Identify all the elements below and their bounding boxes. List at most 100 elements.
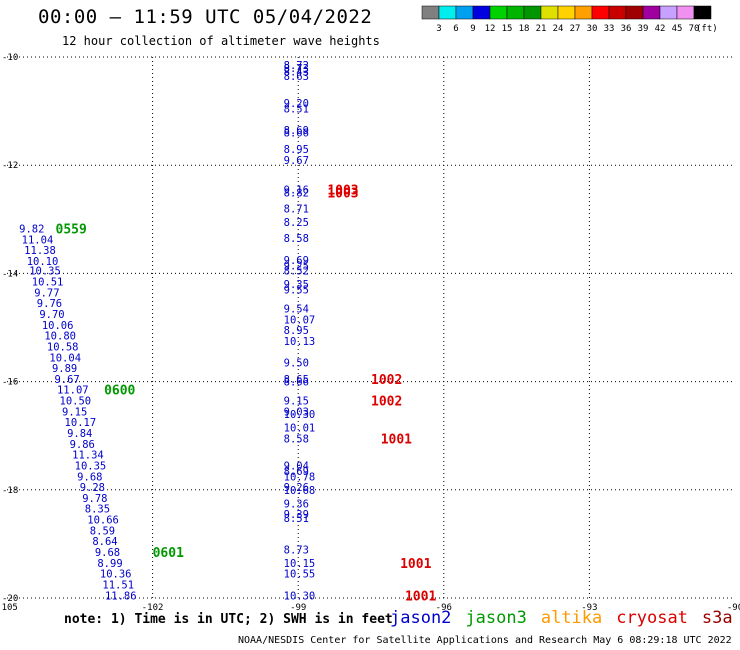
swh-value-label: 10.07	[284, 314, 316, 326]
swh-value-label: 8.35	[85, 504, 110, 516]
swh-value-label: 8.51	[284, 103, 309, 115]
y-tick-label: -18	[2, 486, 18, 496]
color-scale-label: 21	[536, 24, 547, 34]
swh-value-label: 9.82	[19, 223, 44, 235]
swh-value-label: 10.36	[100, 569, 132, 581]
swh-value-label: 10.13	[284, 336, 316, 348]
swh-value-label: 10.17	[65, 417, 97, 429]
time-label: 1001	[400, 557, 431, 572]
swh-value-label: 10.04	[49, 352, 81, 364]
color-scale-label: 6	[453, 24, 458, 34]
footnote: note: 1) Time is in UTC; 2) SWH is in fe…	[64, 612, 393, 627]
color-scale-label: 36	[621, 24, 632, 34]
swh-value-label: 10.58	[47, 341, 79, 353]
swh-value-label: 9.15	[62, 406, 87, 418]
x-tick-label: -93	[581, 603, 597, 613]
swh-value-label: 9.68	[77, 471, 102, 483]
y-tick-label: -14	[2, 269, 18, 279]
color-scale-label: 45	[672, 24, 683, 34]
legend-entry-jason2: jason2	[390, 608, 452, 628]
x-tick-label: -90	[727, 603, 740, 613]
color-scale-label: 39	[638, 24, 649, 34]
swh-value-label: 8.51	[284, 513, 309, 525]
swh-value-label: 8.73	[284, 544, 309, 556]
swh-value-label: 9.54	[284, 304, 309, 316]
y-tick-label: -20	[2, 594, 18, 604]
swh-value-label: 8.65	[284, 374, 309, 386]
color-scale-label: 15	[502, 24, 513, 34]
color-scale-label: 42	[655, 24, 666, 34]
time-label: 1002	[371, 373, 402, 388]
time-label: 0600	[104, 384, 135, 399]
swh-value-label: 9.68	[95, 547, 120, 559]
satellite-legend: jason2 jason3 altika cryosat s3a	[390, 608, 740, 628]
swh-value-label: 9.15	[284, 396, 309, 408]
swh-value-label: 11.07	[57, 385, 89, 397]
color-scale-label: 18	[519, 24, 530, 34]
swh-value-label: 10.01	[284, 423, 316, 435]
swh-value-label: 8.71	[284, 203, 309, 215]
color-scale-label: 33	[604, 24, 615, 34]
swh-value-label: 8.25	[284, 217, 309, 229]
y-tick-label: -10	[2, 53, 18, 63]
swh-value-label: 9.20	[284, 98, 309, 110]
swh-value-label: 9.16	[284, 185, 309, 197]
swh-value-label: 8.63	[284, 71, 309, 83]
time-label: 1003	[327, 186, 358, 201]
swh-value-label: 10.66	[87, 515, 119, 527]
x-tick-label: -99	[290, 603, 306, 613]
legend-entry-altika: altika	[540, 608, 603, 628]
swh-value-label: 8.69	[284, 125, 309, 137]
color-scale-label: 9	[470, 24, 475, 34]
x-tick-label: -105	[0, 603, 18, 613]
swh-value-label: 10.35	[75, 460, 107, 472]
time-label: 1002	[371, 395, 402, 410]
color-swatch	[693, 5, 712, 20]
swh-value-label: 9.36	[284, 498, 309, 510]
legend-entry-cryosat: cryosat	[616, 608, 688, 628]
swh-value-label: 10.35	[29, 266, 61, 278]
swh-value-label: 9.50	[284, 358, 309, 370]
swh-value-label: 8.69	[284, 466, 309, 478]
swh-value-label: 8.66	[284, 128, 309, 140]
credit-line: NOAA/NESDIS Center for Satellite Applica…	[238, 635, 732, 646]
swh-value-label: 9.39	[284, 509, 309, 521]
swh-value-label: 9.03	[284, 406, 309, 418]
swh-value-label: 8.43	[284, 67, 309, 79]
swh-value-label: 10.30	[284, 409, 316, 421]
swh-value-label: 9.55	[284, 285, 309, 297]
color-scale-label: 12	[485, 24, 496, 34]
time-label: 1001	[405, 589, 436, 604]
swh-value-label: 8.73	[284, 63, 309, 75]
swh-value-label: 8.95	[284, 144, 309, 156]
swh-value-label: 10.51	[32, 277, 64, 289]
swh-value-label: 8.59	[90, 525, 115, 537]
swh-value-label: 10.68	[284, 485, 316, 497]
color-scale-label: 27	[570, 24, 581, 34]
swh-value-label: 9.86	[70, 439, 95, 451]
swh-value-label: 8.64	[92, 536, 117, 548]
swh-value-label: 10.15	[284, 558, 316, 570]
swh-value-label: 9.77	[34, 287, 59, 299]
swh-value-label: 10.30	[284, 590, 316, 602]
swh-value-label: 9.28	[80, 482, 105, 494]
swh-value-label: 10.55	[284, 569, 316, 581]
swh-value-label: 8.58	[284, 233, 309, 245]
page-title: 00:00 – 11:59 UTC 05/04/2022	[38, 6, 373, 28]
swh-value-label: 9.04	[284, 460, 309, 472]
swh-value-label: 8.99	[97, 558, 122, 570]
swh-value-label: 11.86	[105, 590, 137, 602]
time-label: 0559	[56, 222, 87, 237]
swh-value-label: 8.72	[284, 60, 309, 72]
swh-value-label: 9.67	[284, 155, 309, 167]
swh-value-label: 9.89	[52, 363, 77, 375]
color-scale-unit: (ft)	[696, 24, 718, 34]
swh-value-label: 9.69	[284, 255, 309, 267]
swh-value-label: 11.04	[22, 234, 54, 246]
swh-value-label: 9.84	[67, 428, 92, 440]
swh-value-label: 8.82	[284, 187, 309, 199]
time-label: 0601	[153, 546, 184, 561]
swh-value-label: 9.67	[54, 374, 79, 386]
swh-value-label: 8.52	[284, 266, 309, 278]
